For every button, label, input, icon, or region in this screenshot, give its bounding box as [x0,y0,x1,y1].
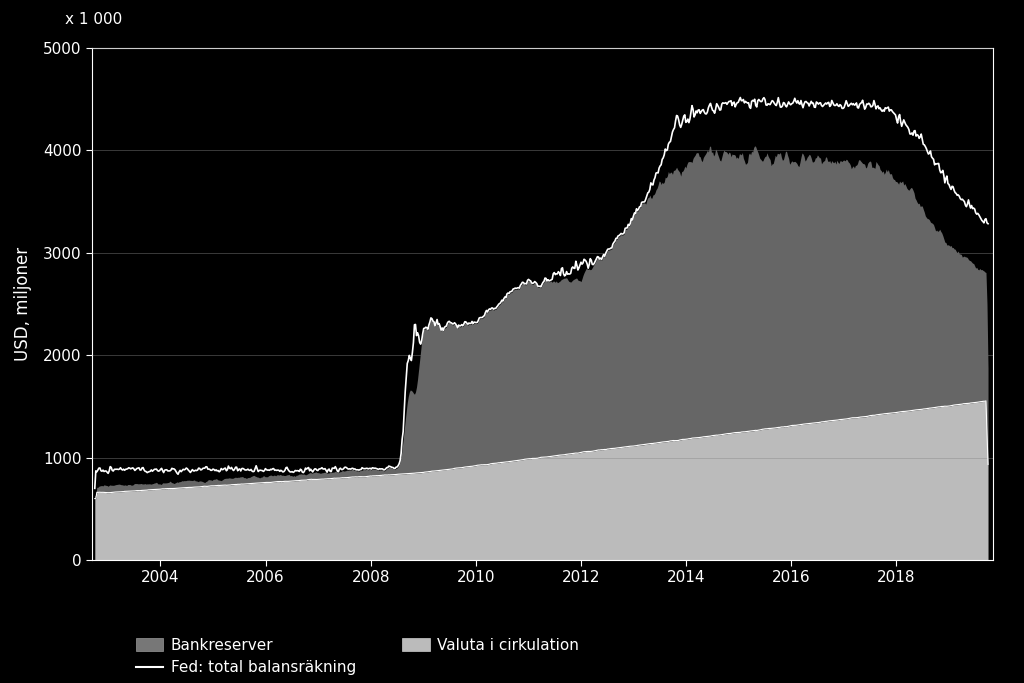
Legend: Bankreserver, Fed: total balansräkning, Valuta i cirkulation: Bankreserver, Fed: total balansräkning, … [136,638,580,675]
Text: x 1 000: x 1 000 [66,12,123,27]
Y-axis label: USD, miljoner: USD, miljoner [14,247,32,361]
